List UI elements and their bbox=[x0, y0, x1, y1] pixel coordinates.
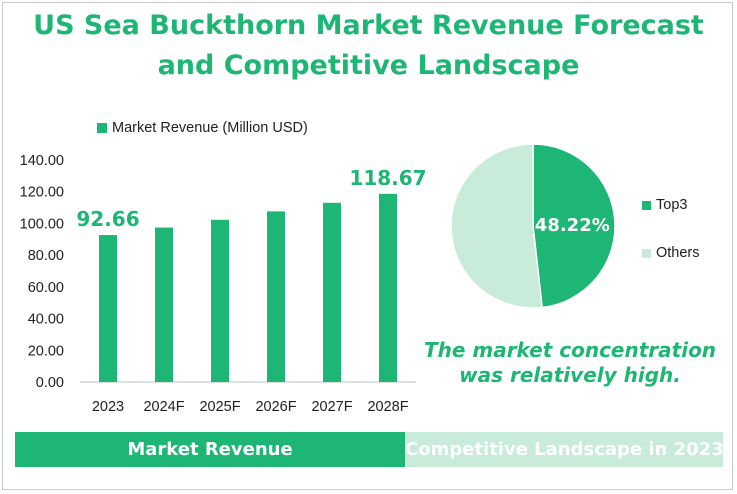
title-line-2: and Competitive Landscape bbox=[157, 50, 580, 81]
y-tick-label: 20.00 bbox=[28, 343, 64, 359]
bar-data-label: 118.67 bbox=[349, 166, 426, 190]
y-tick-label: 120.00 bbox=[20, 185, 64, 201]
bar-2024f bbox=[155, 227, 173, 382]
title-line-1: US Sea Buckthorn Market Revenue Forecast bbox=[33, 10, 704, 41]
pie-legend-swatch-top3 bbox=[642, 200, 651, 210]
bar-data-label: 92.66 bbox=[76, 207, 139, 231]
bar-2028f bbox=[379, 193, 397, 382]
x-tick-label: 2025F bbox=[199, 399, 240, 415]
x-tick-label: 2027F bbox=[311, 399, 352, 415]
page-title: US Sea Buckthorn Market Revenue Forecast… bbox=[0, 6, 737, 86]
bar-2026f bbox=[267, 211, 285, 382]
bar-legend: Market Revenue (Million USD) bbox=[97, 120, 308, 136]
x-tick-label: 2024F bbox=[143, 399, 184, 415]
x-tick-label: 2023 bbox=[92, 399, 124, 415]
bar-2025f bbox=[211, 219, 229, 382]
bar-2023 bbox=[99, 235, 117, 382]
x-tick-label: 2028F bbox=[367, 399, 408, 415]
concentration-note: The market concentration was relatively … bbox=[400, 338, 737, 388]
footer-competitive-landscape: Competitive Landscape in 2023 bbox=[405, 432, 724, 467]
footer-market-revenue: Market Revenue bbox=[15, 432, 405, 467]
note-line-1: The market concentration bbox=[423, 338, 717, 362]
y-tick-label: 80.00 bbox=[28, 248, 64, 264]
y-tick-label: 100.00 bbox=[20, 216, 64, 232]
pie-legend-others: Others bbox=[642, 245, 700, 261]
bar-2027f bbox=[323, 202, 341, 382]
y-tick-label: 60.00 bbox=[28, 280, 64, 296]
pie-legend-label-top3: Top3 bbox=[656, 197, 688, 213]
note-line-2: was relatively high. bbox=[459, 363, 681, 387]
bar-legend-label: Market Revenue (Million USD) bbox=[112, 120, 308, 136]
pie-data-label: 48.22% bbox=[535, 215, 610, 236]
pie-legend-top3: Top3 bbox=[642, 197, 687, 213]
bar-legend-swatch bbox=[97, 123, 107, 133]
pie-legend-label-others: Others bbox=[656, 245, 700, 261]
y-tick-label: 140.00 bbox=[20, 153, 64, 169]
pie-slice-others bbox=[450, 143, 543, 309]
y-tick-label: 0.00 bbox=[36, 375, 64, 391]
x-tick-label: 2026F bbox=[255, 399, 296, 415]
pie-legend-swatch-others bbox=[642, 248, 651, 258]
y-tick-label: 40.00 bbox=[28, 312, 64, 328]
chart-frame bbox=[2, 2, 733, 490]
pie-slice-top3 bbox=[532, 143, 616, 309]
